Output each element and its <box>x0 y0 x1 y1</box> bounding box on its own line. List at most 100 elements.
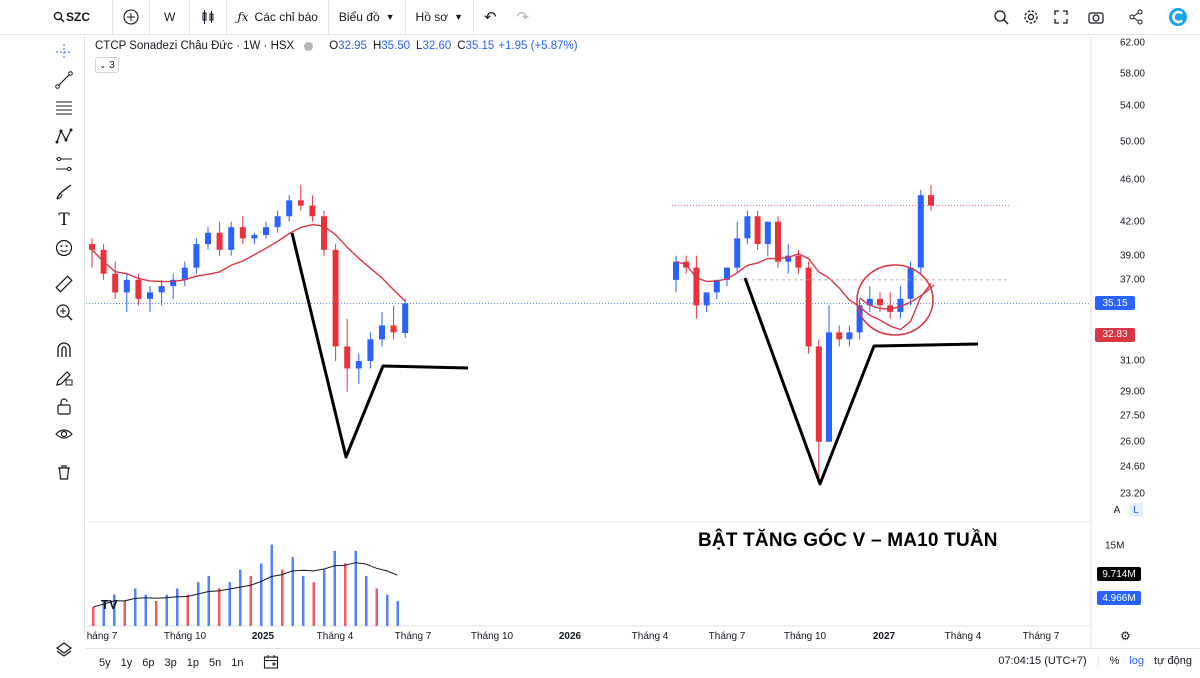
candle-body <box>917 195 924 268</box>
volume-bar <box>102 600 105 626</box>
range-button-1p[interactable]: 1p <box>186 657 199 669</box>
chart-type-menu[interactable]: Biểu đồ ▼ <box>329 0 406 34</box>
indicators-toggle[interactable]: ⌄ 3 <box>95 57 119 73</box>
volume-bar <box>218 588 221 626</box>
redo-button[interactable]: ↷ <box>507 0 540 34</box>
candle-body <box>402 303 409 334</box>
logo-icon <box>1169 8 1187 26</box>
range-button-3p[interactable]: 3p <box>164 657 177 669</box>
screenshot-button[interactable] <box>1076 0 1116 34</box>
zoom-in-tool[interactable] <box>52 300 76 324</box>
price-tick-label: 46.00 <box>1119 174 1145 186</box>
candle-body <box>866 298 873 306</box>
camera-icon <box>1088 12 1104 24</box>
left-chart-panel <box>86 184 1091 392</box>
log-toggle[interactable]: log <box>1129 655 1145 667</box>
v-shape-annotation-left <box>290 232 469 459</box>
range-button-5n[interactable]: 5n <box>209 657 222 669</box>
interval-button[interactable]: W <box>150 0 191 34</box>
candle-body <box>775 221 781 262</box>
legend-title: CTCP Sonadezi Châu Đức · 1W · HSX <box>95 40 295 52</box>
brand-logo <box>1156 0 1200 34</box>
emoji-tool[interactable] <box>52 236 76 260</box>
range-button-5y[interactable]: 5y <box>99 657 111 669</box>
share-button[interactable] <box>1116 0 1156 34</box>
volume-bar <box>354 550 357 626</box>
chevron-down-icon: ▼ <box>454 12 464 22</box>
symbol-search[interactable]: SZC <box>0 0 113 34</box>
remove-drawings-tool[interactable] <box>52 460 76 484</box>
price-tick-label: 24.60 <box>1119 461 1145 473</box>
candle-body <box>897 298 904 312</box>
stay-drawing-tool[interactable] <box>52 366 76 390</box>
time-tick-label: Tháng 7 <box>1022 631 1060 642</box>
volume-bar <box>186 594 189 626</box>
compare-button[interactable] <box>113 0 150 34</box>
volume-bar <box>239 569 242 626</box>
annotations-layer <box>290 232 979 486</box>
range-button-1y[interactable]: 1y <box>120 657 133 669</box>
candle-body <box>251 234 258 239</box>
profile-label: Hồ sơ <box>415 10 449 24</box>
top-right-tools <box>986 0 1200 34</box>
range-button-6p[interactable]: 6p <box>142 657 155 669</box>
volume-bar <box>291 557 294 626</box>
pattern-tool[interactable] <box>52 124 76 148</box>
legend-menu-icon[interactable] <box>304 41 314 51</box>
unlock-icon <box>57 398 71 415</box>
clock[interactable]: 07:04:15 (UTC+7) <box>998 655 1087 667</box>
fullscreen-button[interactable] <box>1046 0 1076 34</box>
smiley-icon <box>55 239 73 257</box>
price-tick-label: 26.00 <box>1119 436 1145 448</box>
volume-bar <box>144 594 147 626</box>
chevron-down-icon: ▼ <box>385 12 395 22</box>
candle-body <box>286 200 293 217</box>
log-scale-button[interactable]: L <box>1129 503 1143 517</box>
profile-menu[interactable]: Hồ sơ ▼ <box>406 0 475 34</box>
range-button-1n[interactable]: 1n <box>231 657 244 669</box>
magnet-tool[interactable] <box>52 338 76 362</box>
lock-drawings-tool[interactable] <box>52 394 76 418</box>
bottom-toolbar: 5y 1y 6p 3p 1p 5n 1n 07:04:15 (UTC+7) | % log … <box>86 648 1200 677</box>
chart-style-button[interactable] <box>190 0 228 34</box>
indicators-button[interactable]: ƒx Các chỉ báo <box>227 0 329 34</box>
brush-tool[interactable] <box>52 180 76 204</box>
time-axis-settings[interactable]: ⚙ <box>1120 629 1131 643</box>
percent-toggle[interactable]: % <box>1109 655 1120 667</box>
volume-bar <box>260 563 263 626</box>
candle-body <box>332 249 339 347</box>
object-tree-button[interactable] <box>52 638 76 662</box>
candle-body <box>181 267 188 280</box>
auto-scale-button[interactable]: A <box>1113 504 1121 516</box>
v-shape-annotation-right <box>743 277 979 486</box>
quick-search-button[interactable] <box>986 0 1016 34</box>
redo-icon: ↷ <box>516 9 530 26</box>
measure-tool[interactable] <box>52 272 76 296</box>
settings-button[interactable] <box>1016 0 1046 34</box>
trendline-tool[interactable] <box>52 68 76 92</box>
indicators-label: Các chỉ báo <box>254 10 318 24</box>
crosshair-tool[interactable] <box>52 40 76 64</box>
auto-toggle[interactable]: tự động <box>1154 655 1192 667</box>
volume-tag-1: 9.714M <box>1097 567 1141 581</box>
volume-bar <box>312 582 315 626</box>
volume-panel: TV <box>92 544 399 626</box>
volume-bar <box>228 582 231 626</box>
bottom-right: 07:04:15 (UTC+7) | % log tự động <box>998 655 1192 667</box>
candle-body <box>147 292 153 299</box>
forecast-tool[interactable] <box>52 152 76 176</box>
date-range-button[interactable] <box>263 654 279 673</box>
candle-body <box>815 346 822 442</box>
fullscreen-icon <box>1054 10 1068 24</box>
volume-bar <box>113 594 116 626</box>
candle-body <box>826 332 832 442</box>
candle-body <box>263 227 269 235</box>
candle-body <box>805 267 812 347</box>
text-tool[interactable]: T <box>52 208 76 232</box>
time-tick-label: Tháng 4 <box>631 631 669 642</box>
undo-button[interactable]: ↶ <box>474 0 507 34</box>
fib-tool[interactable] <box>52 96 76 120</box>
hide-drawings-tool[interactable] <box>52 422 76 446</box>
time-tick-label: háng 7 <box>86 631 118 642</box>
